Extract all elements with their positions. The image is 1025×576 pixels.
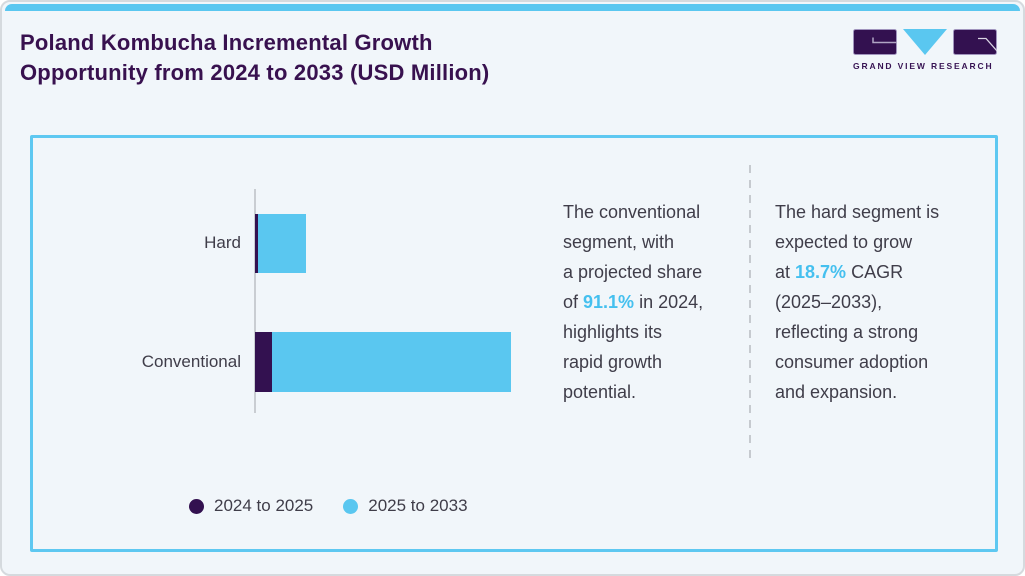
callout-conventional-pre: The conventional segment, with a project…	[563, 202, 703, 312]
callout-hard-post: CAGR (2025–2033), reflecting a strong co…	[775, 262, 929, 402]
bar-hard-2024-to-2025	[255, 214, 258, 273]
logo-v-triangle-icon	[903, 29, 947, 55]
bar-row-hard	[255, 214, 306, 273]
bar-row-conventional	[255, 332, 511, 392]
logo-r-mark-icon	[953, 29, 997, 55]
chart-panel: The conventional segment, with a project…	[30, 135, 998, 552]
top-accent-bar	[5, 4, 1020, 11]
legend-item-2024-2025: 2024 to 2025	[189, 496, 313, 516]
bar-conventional-2024-to-2025	[255, 332, 272, 392]
bar-conventional-2025-to-2033	[272, 332, 511, 392]
legend-dot-purple-icon	[189, 498, 204, 514]
callout-conventional: The conventional segment, with a project…	[563, 197, 763, 407]
callout-hard-highlight: 18.7%	[795, 262, 847, 282]
bar-hard-2025-to-2033	[258, 214, 306, 273]
callout-conventional-post: in 2024, highlights its rapid growth pot…	[563, 292, 704, 402]
legend-item-2025-2033: 2025 to 2033	[343, 496, 468, 516]
callout-hard-pre: The hard segment is expected to grow at	[775, 202, 940, 282]
logo-wordmark: GRAND VIEW RESEARCH	[853, 61, 994, 71]
chart-legend: 2024 to 2025 2025 to 2033	[189, 496, 468, 516]
legend-label: 2024 to 2025	[214, 496, 314, 515]
callout-conventional-highlight: 91.1%	[583, 292, 635, 312]
category-label-hard: Hard	[204, 233, 241, 252]
callout-hard: The hard segment is expected to grow at …	[775, 197, 995, 407]
legend-dot-cyan-icon	[343, 498, 359, 514]
gvr-logo-marks	[853, 29, 999, 55]
dashed-divider	[749, 165, 751, 460]
chart-baseline-axis	[254, 189, 256, 413]
logo-g-mark-icon	[853, 29, 897, 55]
category-label-conventional: Conventional	[141, 352, 241, 371]
page-title: Poland Kombucha Incremental Growth Oppor…	[20, 30, 490, 85]
gvr-logo: GRAND VIEW RESEARCH	[853, 29, 999, 71]
legend-label: 2025 to 2033	[368, 496, 468, 515]
